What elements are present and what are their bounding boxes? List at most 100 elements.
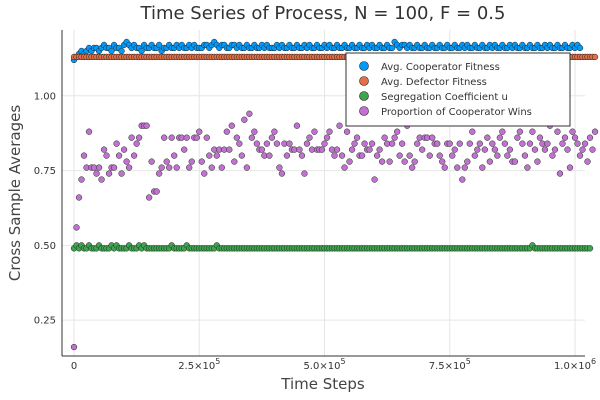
data-point xyxy=(208,164,215,171)
data-point xyxy=(476,140,483,147)
data-point xyxy=(501,140,509,147)
data-point xyxy=(298,152,306,159)
legend-item-segregation-coefficient: Segregation Coefficient u xyxy=(359,91,508,103)
data-point xyxy=(481,146,488,153)
data-point xyxy=(376,146,383,153)
data-point xyxy=(95,164,103,171)
data-point xyxy=(273,140,281,147)
data-point xyxy=(434,140,441,147)
data-point xyxy=(80,152,88,159)
data-point xyxy=(576,152,584,159)
data-point xyxy=(571,134,579,141)
data-point xyxy=(186,164,193,171)
data-point xyxy=(351,140,358,147)
series-avg-cooperator-fitness xyxy=(70,38,584,64)
x-tick-exponent: 5 xyxy=(215,357,220,366)
data-point xyxy=(506,146,514,153)
data-point xyxy=(303,140,311,147)
data-point xyxy=(561,134,569,141)
data-point xyxy=(231,158,238,165)
data-point xyxy=(446,140,453,147)
data-point xyxy=(286,140,293,147)
data-point xyxy=(348,146,356,153)
y-tick-label: 0.25 xyxy=(34,316,56,327)
data-point xyxy=(243,164,250,171)
data-point xyxy=(98,176,105,183)
data-point xyxy=(70,343,78,351)
x-tick-exponent: 6 xyxy=(591,357,596,366)
data-point xyxy=(258,146,266,153)
data-point xyxy=(411,158,418,165)
legend-marker-segregation-coefficient xyxy=(359,91,369,101)
data-point xyxy=(338,152,346,159)
x-axis-label: Time Steps xyxy=(280,375,365,393)
data-point xyxy=(491,146,498,153)
data-point xyxy=(321,140,328,147)
data-point xyxy=(120,146,128,153)
data-point xyxy=(181,146,188,153)
data-point xyxy=(198,158,205,165)
data-point xyxy=(361,140,368,147)
data-point xyxy=(474,146,481,153)
data-point xyxy=(236,140,243,147)
x-tick-label: 7.5×105 xyxy=(429,357,471,372)
data-point xyxy=(248,134,256,141)
data-point xyxy=(103,152,110,159)
data-point xyxy=(449,152,456,159)
data-point xyxy=(564,146,571,153)
data-point xyxy=(133,140,140,147)
data-point xyxy=(566,164,574,171)
legend-label-defector-fitness: Avg. Defector Fitness xyxy=(381,77,487,88)
data-point xyxy=(381,134,388,141)
data-point xyxy=(123,158,130,165)
legend-marker-defector-fitness xyxy=(359,76,369,86)
data-point xyxy=(171,152,178,159)
data-point xyxy=(373,152,381,159)
data-point xyxy=(156,170,163,177)
data-point xyxy=(386,158,393,165)
data-point xyxy=(206,152,213,159)
data-point xyxy=(146,194,153,201)
data-point xyxy=(125,164,133,171)
data-point xyxy=(203,134,210,141)
data-point xyxy=(586,134,594,141)
data-point xyxy=(396,152,403,159)
data-point xyxy=(516,128,524,135)
data-point xyxy=(584,158,591,165)
data-point xyxy=(336,122,343,129)
data-point xyxy=(414,140,421,147)
data-point xyxy=(168,134,175,141)
data-point xyxy=(459,176,466,183)
data-point xyxy=(486,158,493,165)
data-point xyxy=(534,158,541,165)
data-point xyxy=(554,128,561,135)
legend-label-segregation-coefficient: Segregation Coefficient u xyxy=(381,92,508,103)
data-point xyxy=(399,140,406,147)
data-point xyxy=(591,53,599,61)
data-point xyxy=(251,128,258,135)
data-point xyxy=(436,152,443,159)
data-point xyxy=(529,128,536,135)
data-point xyxy=(238,152,245,159)
data-point xyxy=(293,122,301,129)
data-point xyxy=(589,146,596,153)
data-point xyxy=(466,140,473,147)
data-point xyxy=(85,128,93,135)
data-point xyxy=(311,128,318,135)
data-point xyxy=(333,146,341,153)
data-point xyxy=(78,176,85,183)
data-point xyxy=(409,164,416,171)
data-point xyxy=(456,140,463,147)
data-point xyxy=(388,44,396,52)
data-point xyxy=(368,140,376,147)
data-point xyxy=(464,158,471,165)
x-tick-label: 0 xyxy=(71,361,77,372)
data-point xyxy=(494,152,501,159)
tick-labels: 0.25 0.50 0.75 1.00 0 2.5×105 5.0×105 7.5×105 1.… xyxy=(34,91,596,372)
data-point xyxy=(105,170,113,177)
data-point xyxy=(514,134,521,141)
data-point xyxy=(406,152,413,159)
data-point xyxy=(371,176,378,183)
